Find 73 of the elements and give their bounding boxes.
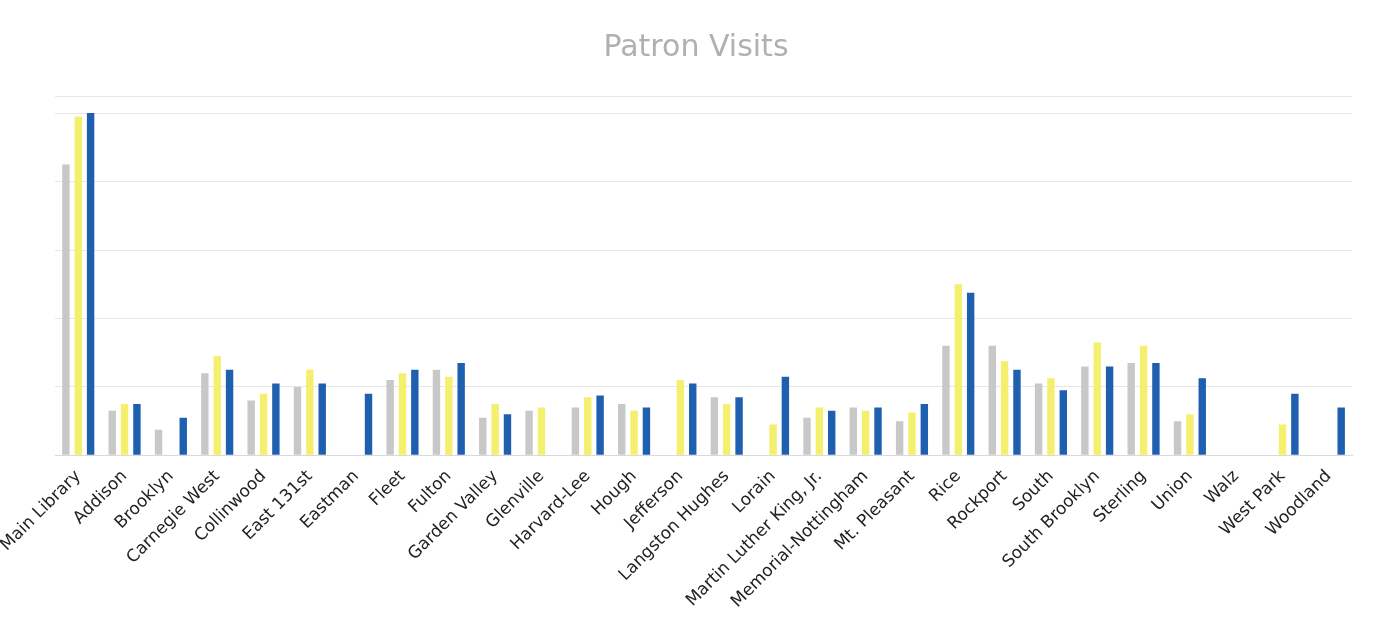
bar [584, 397, 592, 455]
bar [503, 414, 512, 455]
bar [179, 417, 187, 455]
bar [306, 369, 314, 455]
bar [571, 407, 580, 455]
bar [895, 421, 904, 455]
bar [596, 395, 604, 455]
bar [225, 369, 234, 455]
bar [942, 345, 950, 455]
bar [1278, 424, 1287, 455]
bar [537, 407, 546, 455]
bar [62, 164, 70, 455]
bar [1047, 378, 1055, 455]
bar [642, 407, 651, 455]
bar [154, 429, 163, 455]
bar [966, 292, 975, 455]
bar [491, 404, 499, 455]
bar [525, 410, 533, 455]
bar [272, 383, 280, 455]
bar [874, 407, 882, 455]
bar [1139, 345, 1148, 455]
bar [1013, 369, 1021, 455]
bar [201, 373, 209, 455]
bar [120, 404, 129, 455]
bar [398, 373, 407, 455]
bar [988, 345, 996, 455]
bar [293, 386, 302, 455]
bar [1291, 393, 1299, 455]
bar [618, 404, 626, 455]
bar [1127, 362, 1135, 455]
bar [259, 393, 268, 455]
bar [1152, 362, 1160, 455]
bar [781, 376, 790, 455]
bar [689, 383, 697, 455]
bar [386, 380, 394, 455]
bar [247, 400, 255, 455]
bar [908, 412, 916, 455]
bar [1337, 407, 1345, 455]
bar [1198, 378, 1206, 455]
bar [803, 417, 811, 455]
bar [364, 393, 373, 455]
bar [411, 369, 419, 455]
bar [74, 116, 82, 455]
bar [954, 284, 963, 455]
bar [769, 424, 777, 455]
bar [815, 407, 824, 455]
bar [1081, 366, 1089, 455]
bar [710, 397, 719, 455]
bar [735, 397, 743, 455]
bar [108, 410, 116, 455]
bar [86, 113, 95, 455]
bar [827, 410, 836, 455]
bar [1173, 421, 1182, 455]
bar [849, 407, 858, 455]
bar [630, 410, 638, 455]
bar [133, 404, 141, 455]
bar [1105, 366, 1114, 455]
bar [920, 404, 929, 455]
bar [1059, 390, 1067, 455]
bar [723, 404, 731, 455]
bar [318, 383, 326, 455]
bar [432, 369, 441, 455]
bar [1000, 361, 1009, 455]
bar [479, 417, 487, 455]
chart-title: Patron Visits [603, 27, 789, 63]
bar [1186, 414, 1194, 455]
bar [1034, 383, 1043, 455]
bar [1093, 342, 1101, 455]
bar [457, 362, 465, 455]
bar [861, 410, 870, 455]
bar [213, 356, 221, 455]
bar [445, 376, 453, 455]
bar [676, 380, 685, 455]
